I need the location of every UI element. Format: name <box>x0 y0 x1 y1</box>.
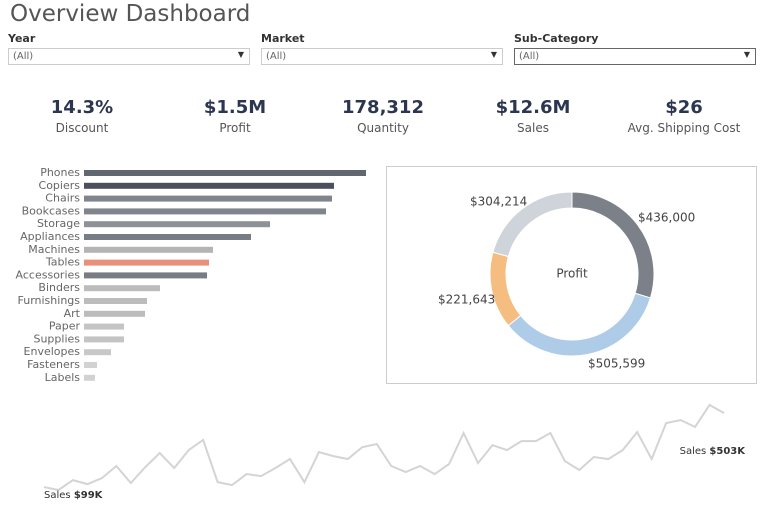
category-label: Copiers <box>39 179 81 192</box>
sales-line <box>43 403 725 492</box>
bar <box>84 272 207 279</box>
line-annotation: Sales $99K <box>44 490 104 501</box>
dashboard-title: Overview Dashboard <box>10 1 251 27</box>
bar <box>84 234 251 240</box>
slice-label: $304,214 <box>470 195 527 209</box>
category-label: Furnishings <box>18 294 81 307</box>
kpi-value: $26 <box>665 97 703 118</box>
dropdown-arrow: ▼ <box>743 50 750 59</box>
kpi: $12.6M Sales <box>458 97 608 135</box>
kpi-value: 14.3% <box>50 97 114 118</box>
kpi-value: $12.6M <box>495 97 571 118</box>
filter-value: (All) <box>266 51 287 62</box>
bar <box>84 195 332 202</box>
category-label: Binders <box>38 281 80 294</box>
category-label: Chairs <box>45 192 80 205</box>
annotation-value: $99K <box>74 490 104 501</box>
annotation-text: Sales <box>680 446 707 457</box>
category-label: Appliances <box>20 230 80 243</box>
category-label: Machines <box>28 243 80 256</box>
bar <box>84 362 97 368</box>
bar <box>84 182 334 189</box>
bar <box>84 349 111 356</box>
bar <box>84 323 124 330</box>
filter-label: Sub-Category <box>514 32 599 45</box>
bar <box>84 298 147 304</box>
bar <box>84 208 326 215</box>
donut-panel <box>386 166 757 384</box>
bar <box>84 374 95 381</box>
filter-label: Market <box>261 32 305 45</box>
category-label: Bookcases <box>22 204 81 217</box>
kpi-value: 178,312 <box>342 97 424 118</box>
donut-slice <box>571 191 655 299</box>
filter-value: (All) <box>13 51 34 62</box>
category-label: Labels <box>45 371 81 384</box>
filter-dropdown[interactable]: (All) ▼ <box>514 48 756 65</box>
line-annotation: Sales $503K <box>680 446 747 457</box>
filter-value: (All) <box>519 51 540 62</box>
category-label: Phones <box>40 166 80 179</box>
category-label: Storage <box>37 217 80 230</box>
kpi-label: Profit <box>219 121 251 135</box>
donut-center-label: Profit <box>556 267 588 281</box>
category-label: Supplies <box>33 332 80 345</box>
category-label: Envelopes <box>24 345 81 358</box>
slice-label: $436,000 <box>638 211 695 225</box>
donut-slice <box>507 292 652 357</box>
bar <box>84 259 209 266</box>
kpi-label: Discount <box>55 121 109 135</box>
dropdown-arrow: ▼ <box>237 50 244 59</box>
category-label: Paper <box>49 320 81 333</box>
slice-label: $505,599 <box>588 357 645 371</box>
bar <box>84 336 124 343</box>
filter-dropdown[interactable]: (All) ▼ <box>8 48 250 65</box>
category-label: Art <box>64 307 81 320</box>
kpi-label: Sales <box>517 121 549 135</box>
donut-slice <box>492 191 573 258</box>
kpi: 178,312 Quantity <box>308 97 458 135</box>
category-label: Tables <box>45 256 80 269</box>
filter-dropdown[interactable]: (All) ▼ <box>261 48 503 65</box>
kpi: $1.5M Profit <box>160 97 310 135</box>
bar <box>84 310 145 317</box>
category-label: Accessories <box>16 268 81 281</box>
annotation-value: $503K <box>709 446 746 457</box>
kpi: $26 Avg. Shipping Cost <box>609 97 759 135</box>
annotation-text: Sales <box>44 490 71 501</box>
kpi-label: Quantity <box>357 121 409 135</box>
bar <box>84 246 213 253</box>
donut-slice <box>489 251 522 327</box>
kpi: 14.3% Discount <box>7 97 157 135</box>
kpi-label: Avg. Shipping Cost <box>627 121 741 135</box>
bar <box>84 221 270 228</box>
slice-label: $221,643 <box>438 293 495 307</box>
bar <box>84 285 160 292</box>
filter-label: Year <box>8 32 36 45</box>
dropdown-arrow: ▼ <box>490 50 497 59</box>
kpi-value: $1.5M <box>203 97 267 118</box>
category-label: Fasteners <box>27 358 80 371</box>
bar <box>84 170 366 176</box>
